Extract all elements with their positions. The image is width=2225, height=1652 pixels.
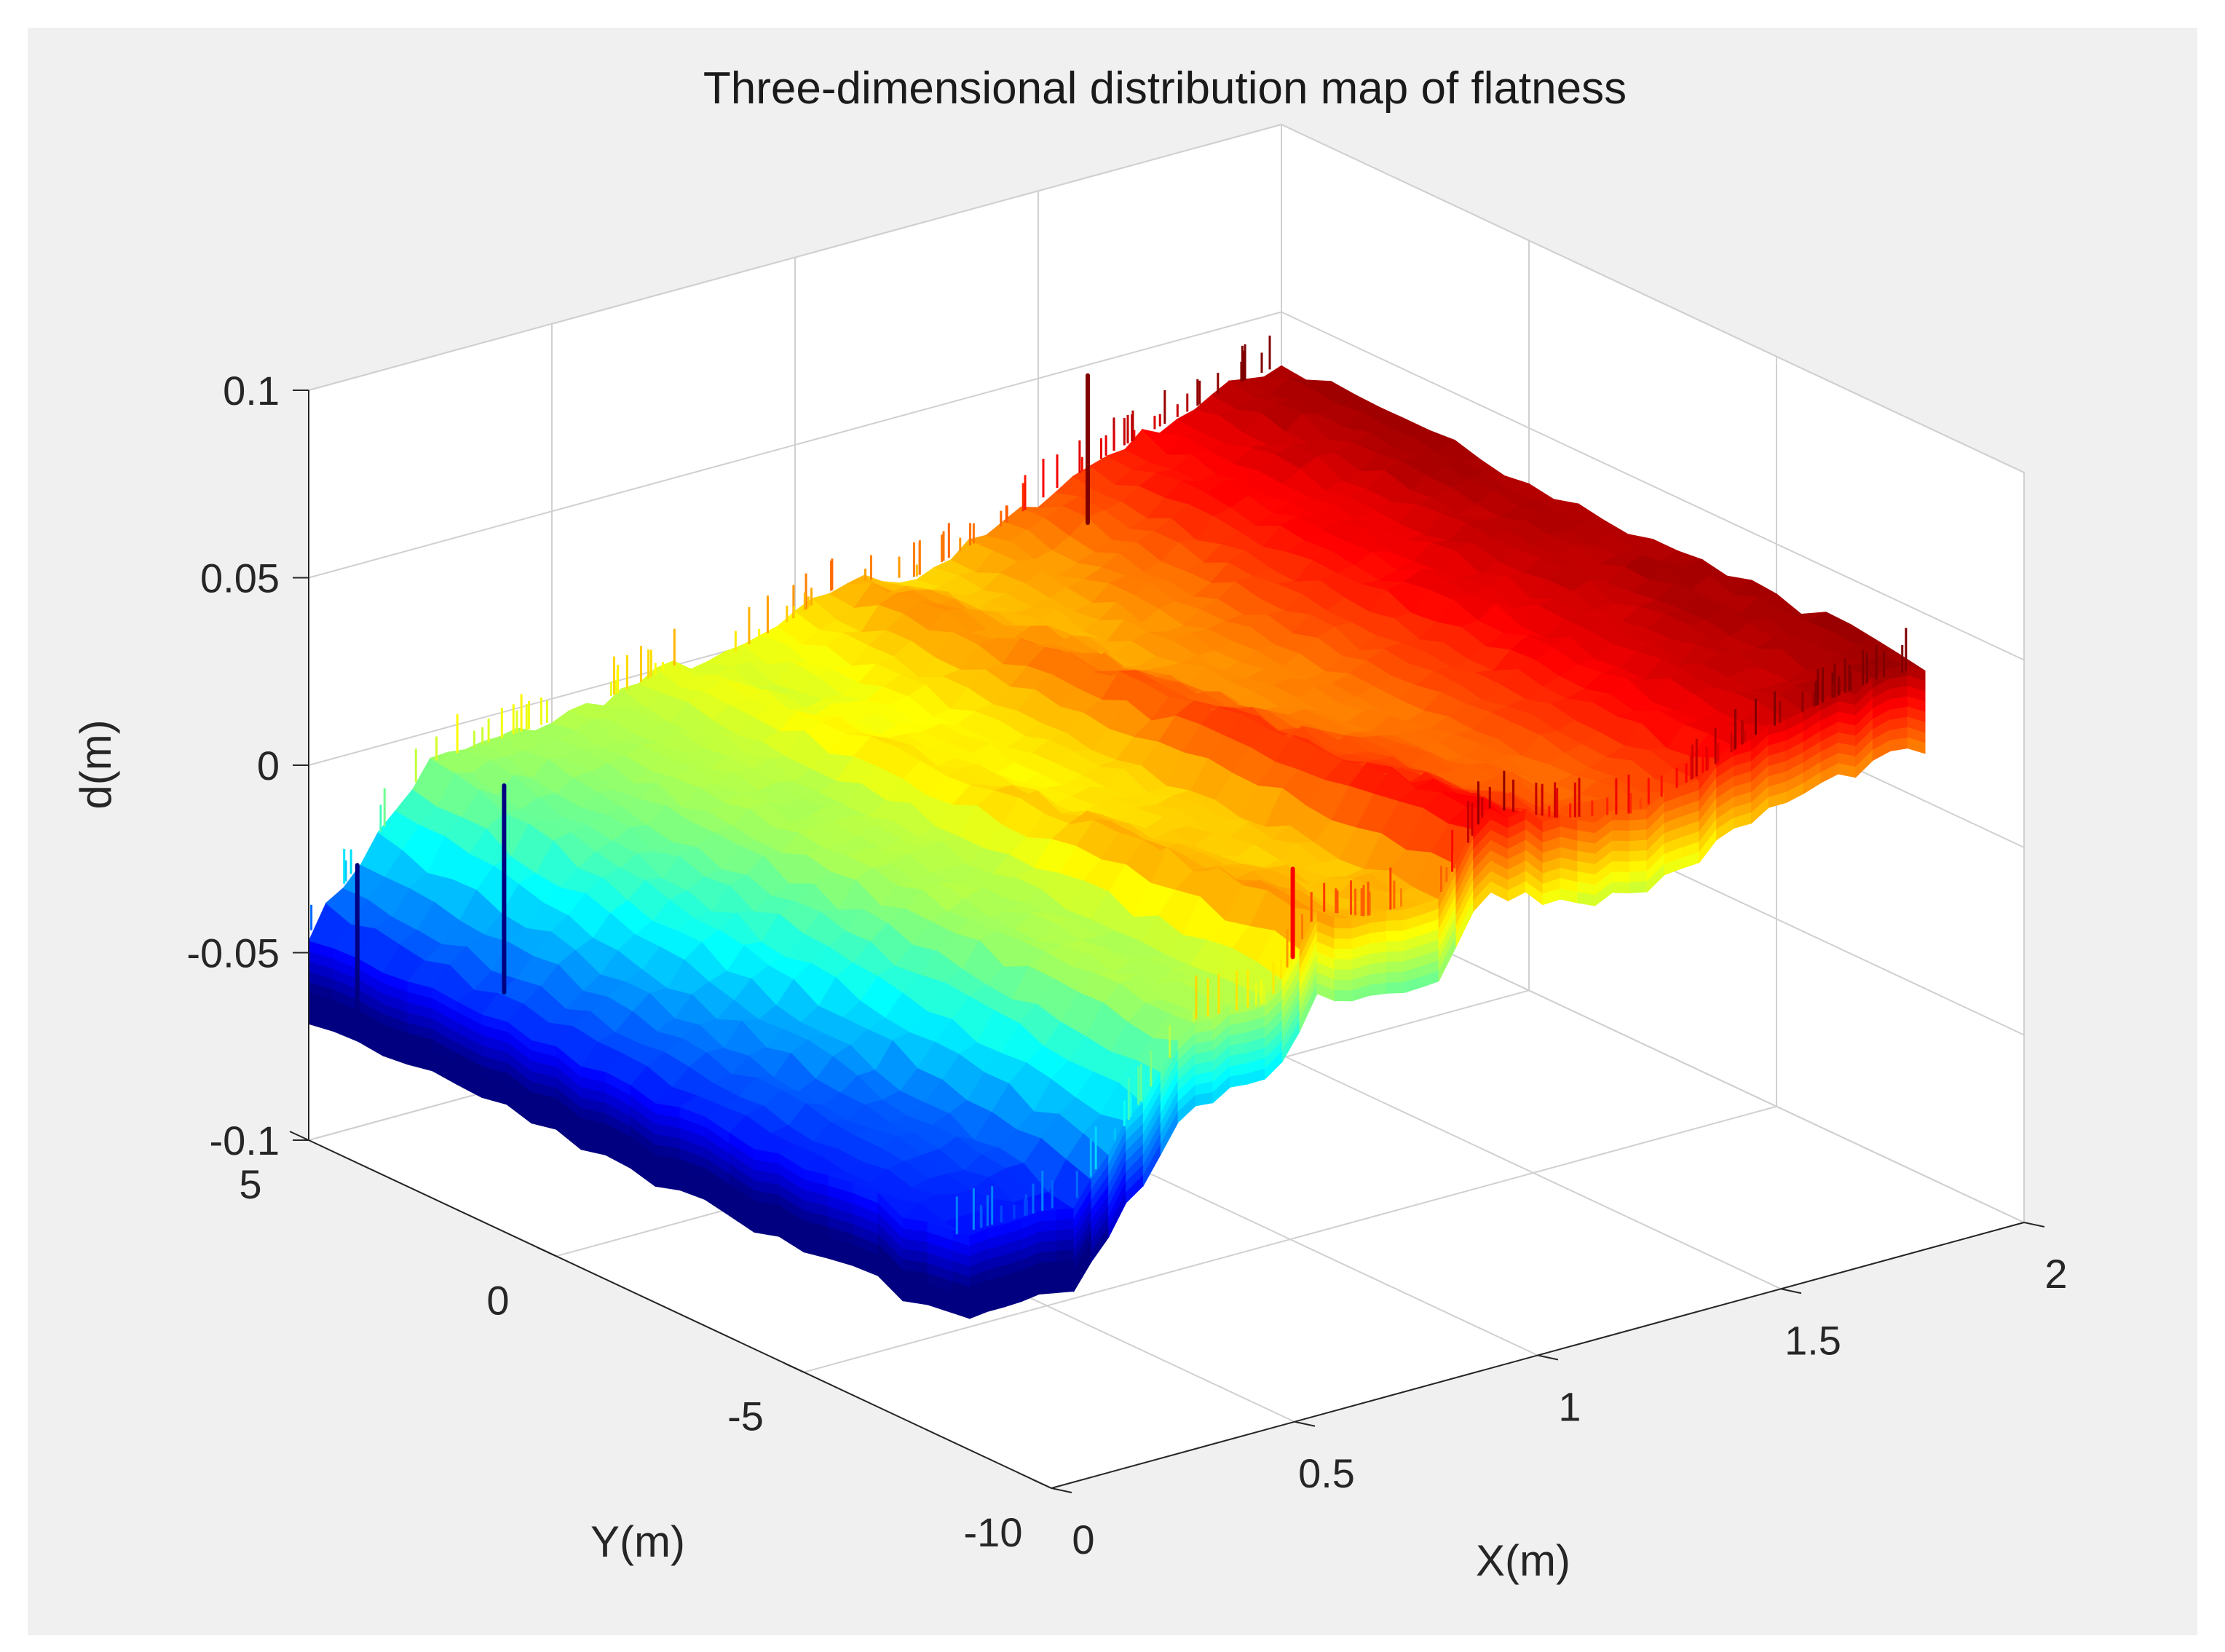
x-tick: [1537, 1354, 1559, 1361]
surface-front-skirt: [1056, 1218, 1075, 1232]
right-wall-gridline-z: [1281, 311, 2025, 661]
z-tick-label: 0: [257, 743, 280, 789]
surface-front-skirt: [1038, 1220, 1057, 1233]
surface-front-skirt: [1334, 969, 1353, 981]
y-tick-label: 5: [239, 1161, 261, 1207]
z-axis-label: d(m): [71, 719, 120, 809]
y-tick: [1032, 1479, 1052, 1489]
surface-front-skirt: [1056, 1238, 1075, 1252]
surface-front-skirt: [1334, 917, 1353, 930]
surface-front-skirt: [1038, 1209, 1057, 1222]
surface-front-skirt: [1038, 1261, 1057, 1274]
surface-front-skirt: [1386, 981, 1404, 994]
x-tick: [1051, 1487, 1072, 1493]
surface-front-skirt: [1629, 881, 1648, 893]
surface-front-skirt: [1629, 809, 1648, 821]
surface-front-skirt: [1056, 1208, 1075, 1221]
z-tick-label: -0.05: [186, 930, 280, 976]
surface-front-skirt: [1386, 941, 1404, 953]
y-tick-label: -10: [964, 1509, 1023, 1555]
surface-layer: [308, 335, 1926, 1319]
surface-front-skirt: [1612, 830, 1630, 842]
surface-front-skirt: [1612, 820, 1630, 832]
surface-front-skirt: [1386, 961, 1404, 973]
y-tick: [289, 1131, 309, 1141]
z-tick-label: -0.1: [210, 1118, 280, 1163]
surface-front-skirt: [1056, 1270, 1075, 1283]
surface-front-skirt: [1629, 860, 1648, 873]
back-wall-gridline-z: [308, 311, 1282, 579]
surface-front-skirt: [1386, 920, 1404, 932]
surface-front-skirt: [1334, 938, 1353, 950]
y-tick: [784, 1362, 805, 1373]
x-tick-label: 1.5: [1785, 1317, 1841, 1363]
surface-front-skirt: [1386, 930, 1404, 943]
surface-front-skirt: [1334, 928, 1353, 940]
surface-front-skirt: [1612, 861, 1630, 873]
x-tick-label: 0.5: [1298, 1450, 1355, 1496]
surface-front-skirt: [1612, 850, 1630, 863]
x-axis-label: X(m): [1476, 1536, 1570, 1585]
surface-front-skirt: [1629, 839, 1648, 853]
x-tick: [1294, 1420, 1316, 1427]
surface-front-skirt: [1038, 1251, 1057, 1264]
y-axis-label: Y(m): [590, 1517, 685, 1566]
surface-front-skirt: [1038, 1281, 1057, 1295]
surface-front-skirt: [1038, 1230, 1057, 1244]
y-tick: [537, 1246, 557, 1257]
surface-front-skirt: [1056, 1228, 1075, 1242]
floor-gridline-y: [803, 1105, 1777, 1373]
surface-front-skirt: [1334, 959, 1353, 971]
surface-front-skirt: [1629, 819, 1648, 832]
z-tick-label: 0.05: [200, 556, 280, 601]
surface-front-skirt: [1386, 951, 1404, 963]
surface-front-skirt: [1056, 1249, 1075, 1262]
box-edge: [1281, 124, 2025, 473]
x-tick: [2023, 1222, 2045, 1228]
x-tick-label: 0: [1072, 1517, 1094, 1562]
surface-front-skirt: [1907, 737, 1926, 754]
surface-front-skirt: [1334, 979, 1353, 992]
surface-front-skirt: [1612, 882, 1630, 893]
axes-layer: -0.1 -0.05 0 0.05 0.1 -10 -5 0 5 0 0.5 1 1.5 2: [186, 368, 2067, 1562]
surface-front-skirt: [1629, 850, 1648, 863]
surface-left-skirt: [927, 1294, 953, 1313]
z-tick-label: 0.1: [223, 368, 280, 414]
surface-front-skirt: [1629, 870, 1648, 883]
box-edge: [308, 124, 1282, 391]
surface-front-skirt: [1056, 1260, 1075, 1273]
surface-front-skirt: [1629, 829, 1648, 842]
y-axis-line: [308, 1139, 1052, 1489]
surface-front-skirt: [1612, 810, 1630, 821]
y-tick-label: -5: [727, 1394, 764, 1439]
surface-front-skirt: [1056, 1280, 1075, 1294]
chart-title: Three-dimensional distribution map of fl…: [703, 63, 1627, 114]
surface-front-skirt: [1369, 982, 1387, 996]
surface-front-skirt: [1612, 872, 1630, 883]
x-tick: [1780, 1288, 1802, 1295]
surface-front-skirt: [1038, 1271, 1057, 1284]
surface-front-skirt: [1386, 909, 1404, 922]
surface-front-skirt: [1334, 949, 1353, 960]
surface-front-skirt: [1386, 971, 1404, 984]
x-tick-label: 1: [1558, 1384, 1581, 1430]
surface-front-skirt: [1038, 1241, 1057, 1254]
surface-front-skirt: [1612, 840, 1630, 853]
x-tick-label: 2: [2044, 1251, 2067, 1297]
y-tick-label: 0: [486, 1277, 509, 1323]
surface-front-skirt: [1334, 989, 1353, 1002]
